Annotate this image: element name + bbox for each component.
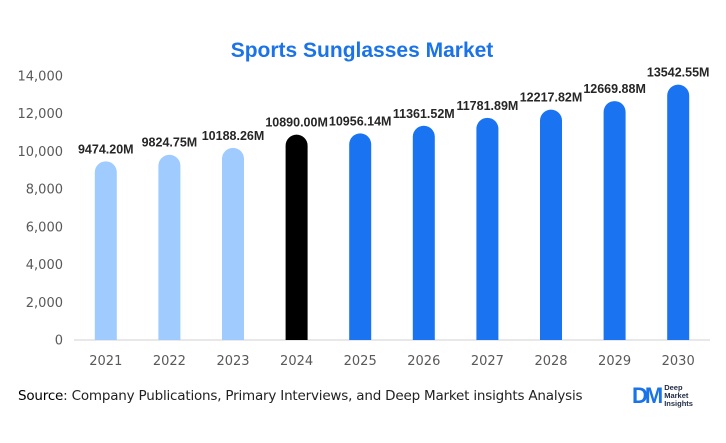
data-label-2030: 13542.55M [647,66,710,80]
x-tick-label: 2023 [216,354,249,369]
x-tick-label: 2025 [344,354,377,369]
y-tick-label: 4,000 [26,258,63,273]
data-label-2028: 12217.82M [520,91,583,105]
logo-mark: DM [632,383,663,408]
x-tick-label: 2027 [471,354,504,369]
source-text: : Company Publications, Primary Intervie… [63,388,583,404]
x-tick-label: 2029 [598,354,631,369]
bar-2021 [94,161,117,340]
x-tick-label: 2024 [280,354,313,369]
y-tick-label: 0 [55,334,63,349]
source-note: Source: Company Publications, Primary In… [18,388,583,404]
logo-line-1: Deep [664,383,683,392]
x-tick-label: 2021 [89,354,122,369]
data-label-2024: 10890.00M [265,116,328,130]
bar-2026 [412,125,435,340]
data-label-2023: 10188.26M [202,129,265,143]
y-tick-label: 6,000 [26,220,63,235]
x-tick-label: 2030 [662,354,695,369]
data-label-2025: 10956.14M [329,114,392,128]
x-axis: 2021 2022 2023 2024 2025 2026 2027 2028 2029 2030 [89,354,694,369]
y-tick-label: 14,000 [18,70,64,85]
bar-2030 [667,84,690,341]
y-tick-label: 2,000 [26,296,63,311]
x-tick-label: 2028 [534,354,567,369]
data-label-2022: 9824.75M [142,136,198,150]
bar-2024 [285,134,308,340]
data-label-2027: 11781.89M [456,99,518,113]
data-label-2029: 12669.88M [583,82,646,96]
x-tick-label: 2026 [407,354,440,369]
chart-title: Sports Sunglasses Market [231,39,494,62]
logo-text: Deep Market Insights [664,384,693,408]
y-axis: 0 2,000 4,000 6,000 8,000 10,000 12,000 14,000 [18,70,64,349]
y-tick-label: 12,000 [18,107,64,122]
bar-2027 [476,117,499,340]
bar-2022 [158,154,181,340]
bar-2023 [222,147,244,340]
data-label-2026: 11361.52M [393,107,455,121]
logo-line-3: Insights [664,399,693,408]
y-tick-label: 8,000 [26,183,63,198]
logo-line-2: Market [664,391,689,400]
bars [94,84,690,341]
y-tick-label: 10,000 [18,145,64,160]
brand-logo: DM Deep Market Insights [632,383,693,409]
bar-2029 [603,101,626,340]
source-label: Source [18,388,64,404]
x-tick-label: 2022 [153,354,186,369]
bar-2028 [540,109,562,341]
bar-2025 [349,133,372,340]
data-label-2021: 9474.20M [78,142,134,156]
